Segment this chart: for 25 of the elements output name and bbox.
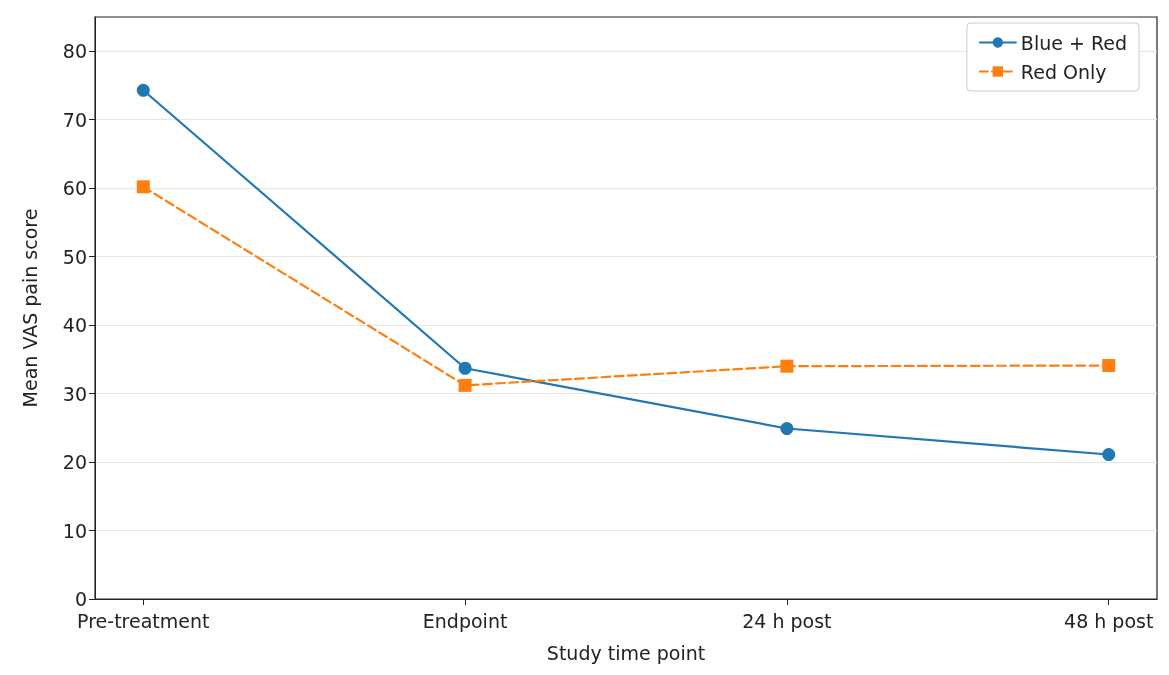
y-tick-label: 60 (62, 177, 87, 200)
x-axis-title: Study time point (546, 641, 706, 664)
y-tick-label: 40 (62, 314, 87, 337)
y-tick-label: 20 (62, 451, 87, 474)
point (136, 180, 150, 194)
point (458, 378, 472, 392)
x-tick-label: Endpoint (422, 609, 508, 632)
point (458, 361, 472, 375)
point (136, 83, 150, 97)
legend-label: Blue + Red (1020, 31, 1128, 54)
point (1102, 359, 1116, 373)
point (780, 359, 794, 373)
point (1102, 448, 1116, 462)
y-tick-label: 0 (74, 588, 87, 610)
x-tick-label: 48 h post (1064, 609, 1154, 632)
y-tick-label: 80 (62, 40, 87, 63)
legend-label: Red Only (1020, 60, 1107, 83)
point (780, 422, 794, 435)
x-tick-label: Pre-treatment (77, 609, 210, 632)
y-tick-label: 50 (62, 245, 87, 268)
y-tick-label: 70 (62, 108, 87, 131)
y-tick-label: 30 (62, 382, 87, 405)
y-axis-title: Mean VAS pain score (18, 208, 41, 408)
y-tick-label: 10 (62, 519, 87, 542)
x-tick-label: 24 h post (742, 609, 832, 632)
